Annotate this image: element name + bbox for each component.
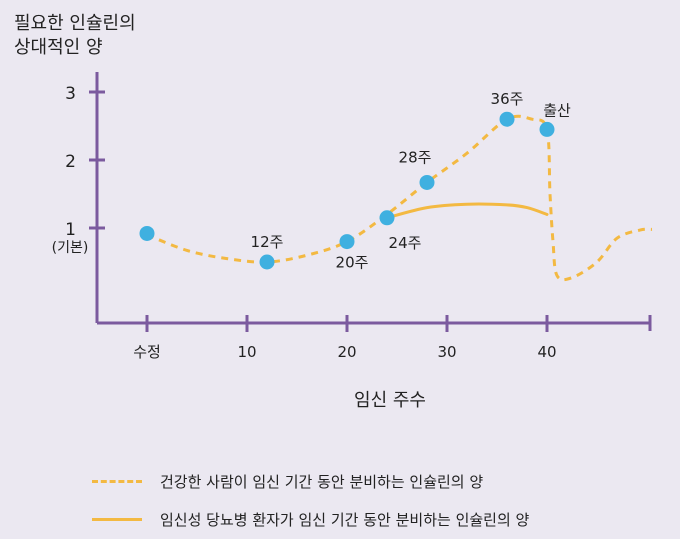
data-point-label-2: 20주 — [336, 254, 369, 272]
y-baseline-note: (기본) — [52, 240, 89, 256]
data-point-label-5: 36주 — [491, 90, 524, 108]
series-line-healthy — [146, 114, 653, 282]
x-tick-label-0: 수정 — [133, 343, 161, 361]
legend-item-gestational-diabetes: 임신성 당뇨병 환자가 임신 기간 동안 분비하는 인슐린의 양 — [92, 500, 529, 538]
legend-swatch-solid — [92, 517, 142, 521]
y-tick-label-1: 1 — [65, 220, 76, 240]
x-axis-title: 임신 주수 — [354, 390, 426, 411]
y-axis-title-line-1: 필요한 인슐린의 — [14, 13, 136, 34]
data-point-label-4: 28주 — [399, 148, 432, 166]
x-tick-label-30: 30 — [437, 343, 456, 361]
data-point-label-3: 24주 — [389, 234, 422, 252]
series-line-gestational-diabetes — [385, 202, 549, 220]
y-axis-title: 필요한 인슐린의 상대적인 양 — [14, 12, 136, 60]
x-tick-label-20: 20 — [337, 343, 356, 361]
y-axis-title-line-2: 상대적인 양 — [14, 37, 103, 58]
y-tick-label-2: 2 — [65, 152, 76, 172]
data-point-2 — [339, 234, 355, 250]
data-point-label-1: 12주 — [251, 233, 284, 251]
data-point-3 — [379, 210, 395, 226]
data-point-label-6: 출산 — [543, 101, 571, 119]
data-point-0 — [139, 225, 155, 241]
data-point-4 — [419, 174, 435, 190]
x-tick-label-40: 40 — [537, 343, 556, 361]
legend: 건강한 사람이 임신 기간 동안 분비하는 인슐린의 양 임신성 당뇨병 환자가… — [92, 462, 529, 538]
x-tick-label-10: 10 — [237, 343, 256, 361]
data-point-5 — [499, 111, 515, 127]
legend-item-healthy: 건강한 사람이 임신 기간 동안 분비하는 인슐린의 양 — [92, 462, 529, 500]
legend-label-gestational-diabetes: 임신성 당뇨병 환자가 임신 기간 동안 분비하는 인슐린의 양 — [160, 510, 530, 529]
legend-swatch-dashed — [92, 479, 142, 483]
legend-label-healthy: 건강한 사람이 임신 기간 동안 분비하는 인슐린의 양 — [160, 472, 484, 491]
data-point-1 — [259, 254, 275, 270]
y-tick-label-3: 3 — [65, 84, 76, 104]
data-point-6 — [539, 121, 555, 137]
